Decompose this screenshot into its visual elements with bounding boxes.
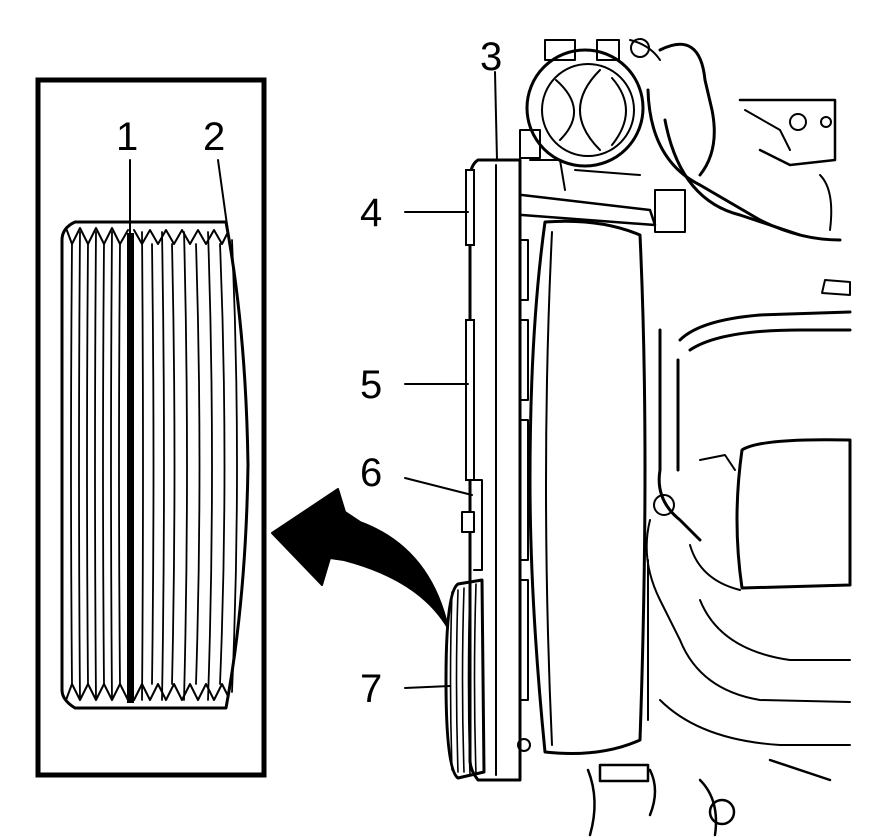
belt-marker-mid bbox=[465, 319, 475, 481]
leader-7 bbox=[404, 685, 451, 689]
pulley-rib-lines bbox=[70, 231, 238, 701]
pulley-detail-outline bbox=[60, 220, 250, 710]
upper-hose bbox=[629, 38, 842, 242]
upper-bracket bbox=[738, 98, 851, 296]
leader-6 bbox=[404, 477, 473, 496]
lower-hoses bbox=[586, 758, 832, 837]
callout-7: 7 bbox=[360, 667, 382, 711]
linkage bbox=[520, 159, 686, 233]
cover-edge-details bbox=[517, 239, 531, 752]
throttle-body bbox=[519, 39, 645, 168]
callout-4: 4 bbox=[360, 191, 382, 235]
front-cover-inner bbox=[545, 231, 553, 746]
callout-3: 3 bbox=[480, 35, 502, 79]
callout-6: 6 bbox=[360, 451, 382, 495]
idler-bolt bbox=[461, 479, 483, 571]
leader-2 bbox=[217, 159, 229, 233]
belt-marker-top bbox=[465, 169, 475, 246]
pulley-detail bbox=[60, 220, 250, 710]
engine-assembly bbox=[444, 38, 852, 837]
inset-frame bbox=[35, 77, 267, 778]
crank-pulley bbox=[444, 578, 486, 780]
callout-5: 5 bbox=[360, 363, 382, 407]
leader-lines bbox=[404, 71, 498, 689]
callout-2: 2 bbox=[203, 115, 225, 159]
oil-pan-panel bbox=[735, 438, 852, 590]
pulley-damage-line bbox=[127, 233, 134, 703]
callout-1: 1 bbox=[116, 115, 138, 159]
pulley-right-ridges bbox=[133, 229, 229, 701]
front-cover bbox=[528, 219, 647, 755]
detail-inset: 1 2 bbox=[35, 77, 267, 778]
engine-block bbox=[645, 310, 852, 746]
leader-3 bbox=[494, 71, 498, 161]
curved-arrow bbox=[271, 488, 449, 629]
